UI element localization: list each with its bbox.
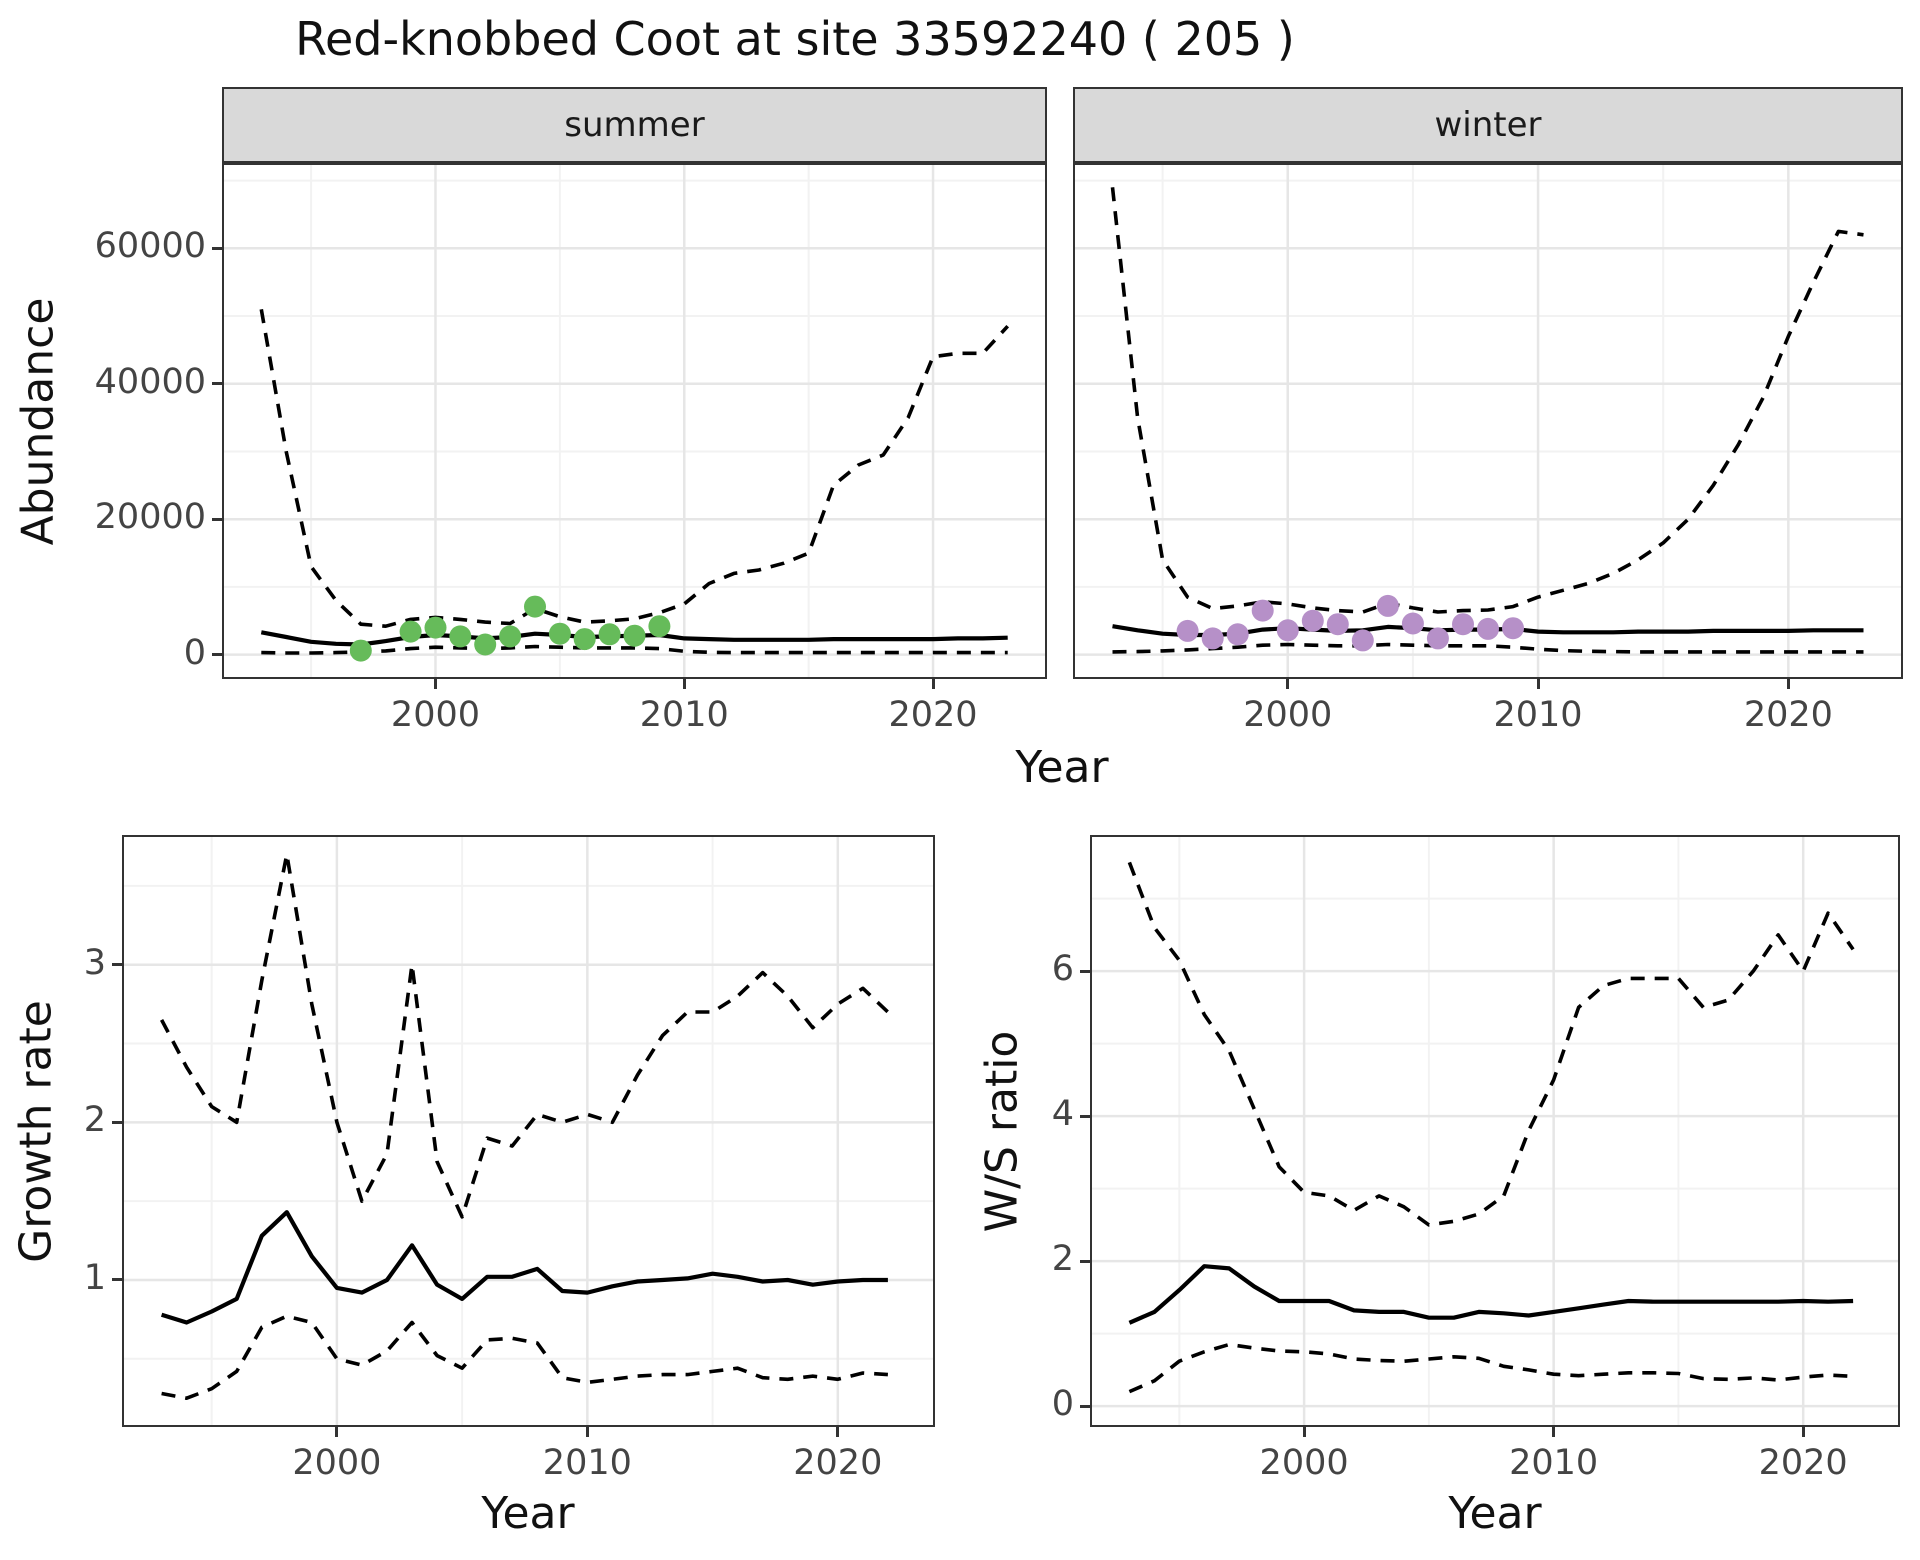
data-point-observed-counts-summer [648, 615, 671, 638]
y-tick-label: 20000 [94, 497, 206, 538]
y-tick-mark [212, 517, 222, 521]
facet-strip-summer-label: summer [564, 105, 705, 145]
data-point-observed-counts-summer [449, 625, 472, 648]
facet-strip-winter-label: winter [1434, 105, 1542, 145]
x-tick-mark [1552, 1427, 1556, 1437]
data-point-observed-counts-winter [1426, 627, 1449, 650]
chart-title: Red-knobbed Coot at site 33592240 ( 205 … [295, 12, 1295, 66]
x-tick-label: 2020 [888, 695, 978, 735]
y-tick-label: 60000 [94, 226, 206, 267]
x-tick-label: 2000 [390, 695, 480, 735]
data-point-observed-counts-winter [1201, 627, 1224, 650]
panel-ws-ratio [1090, 835, 1900, 1427]
series-lower_ci [161, 1314, 889, 1401]
y-tick-label: 1 [83, 1257, 106, 1298]
data-point-observed-counts-winter [1326, 613, 1349, 636]
panel-abundance-summer [222, 163, 1047, 679]
y-tick-mark [212, 653, 222, 657]
data-point-observed-counts-winter [1401, 612, 1424, 635]
x-tick-label: 2020 [1758, 1443, 1848, 1483]
x-axis-title-year-growth: Year [481, 1488, 575, 1539]
series-upper_ci [1127, 861, 1855, 1227]
y-tick-label: 3 [83, 942, 106, 983]
series-lower_ci [261, 644, 1008, 655]
x-axis-title-year-top: Year [1015, 742, 1109, 793]
x-tick-mark [931, 679, 935, 689]
data-point-observed-counts-summer [474, 633, 497, 656]
x-tick-label: 2000 [1259, 1443, 1349, 1483]
data-point-observed-counts-summer [349, 639, 372, 662]
data-point-observed-counts-winter [1226, 623, 1249, 646]
x-tick-mark [1801, 1427, 1805, 1437]
x-tick-label: 2000 [1243, 695, 1333, 735]
x-tick-label: 2010 [542, 1443, 632, 1483]
x-tick-mark [585, 1427, 589, 1437]
series-lower_ci [1112, 642, 1864, 654]
data-point-observed-counts-winter [1351, 629, 1374, 652]
y-tick-mark [112, 963, 122, 967]
data-point-observed-counts-summer [573, 628, 596, 651]
chart-canvas-abundance-summer [224, 165, 1045, 677]
chart-canvas-growth-rate [124, 837, 933, 1425]
y-tick-label: 0 [1051, 1384, 1074, 1425]
x-tick-mark [1286, 679, 1290, 689]
data-point-observed-counts-summer [399, 620, 422, 643]
x-tick-mark [836, 1427, 840, 1437]
x-tick-mark [335, 1427, 339, 1437]
y-tick-mark [1080, 1114, 1090, 1118]
y-tick-mark [1080, 969, 1090, 973]
data-point-observed-counts-winter [1452, 613, 1474, 636]
series-upper_ci [1110, 187, 1864, 614]
y-tick-mark [1080, 1259, 1090, 1263]
data-point-observed-counts-summer [524, 595, 546, 618]
y-tick-mark [112, 1120, 122, 1124]
data-point-observed-counts-summer [548, 622, 571, 645]
data-point-observed-counts-winter [1276, 619, 1299, 642]
chart-canvas-ws-ratio [1092, 837, 1898, 1425]
x-tick-mark [1786, 679, 1790, 689]
y-tick-label: 0 [183, 632, 206, 673]
data-point-observed-counts-winter [1176, 619, 1199, 642]
x-tick-label: 2000 [292, 1443, 382, 1483]
series-lower_ci [1128, 1342, 1854, 1394]
data-point-observed-counts-winter [1251, 599, 1274, 622]
series-median [160, 1210, 888, 1325]
y-tick-label: 2 [83, 1100, 106, 1141]
panel-growth-rate [122, 835, 935, 1427]
data-point-observed-counts-summer [499, 625, 522, 648]
x-tick-label: 2010 [1509, 1443, 1599, 1483]
series-upper_ci [160, 852, 890, 1219]
x-tick-label: 2010 [639, 695, 729, 735]
data-point-observed-counts-summer [623, 624, 646, 647]
y-tick-label: 6 [1051, 949, 1074, 990]
y-tick-label: 2 [1051, 1239, 1074, 1280]
y-tick-label: 40000 [94, 361, 206, 402]
x-tick-mark [433, 679, 437, 689]
data-point-observed-counts-summer [424, 616, 447, 639]
chart-canvas-abundance-winter [1075, 165, 1901, 677]
y-tick-mark [212, 246, 222, 250]
data-point-observed-counts-winter [1477, 617, 1499, 640]
x-tick-label: 2010 [1493, 695, 1583, 735]
facet-strip-summer: summer [222, 87, 1047, 163]
x-tick-label: 2020 [793, 1443, 883, 1483]
y-tick-mark [112, 1278, 122, 1282]
y-tick-mark [1080, 1404, 1090, 1408]
x-tick-label: 2020 [1743, 695, 1833, 735]
series-median [1128, 1264, 1854, 1325]
data-point-observed-counts-summer [598, 623, 621, 646]
x-tick-mark [1536, 679, 1540, 689]
y-tick-mark [212, 382, 222, 386]
x-tick-mark [1302, 1427, 1306, 1437]
facet-strip-winter: winter [1073, 87, 1903, 163]
y-tick-label: 4 [1051, 1094, 1074, 1135]
x-tick-mark [682, 679, 686, 689]
data-point-observed-counts-winter [1301, 609, 1324, 632]
series-upper_ci [259, 308, 1010, 629]
x-axis-title-year-ws: Year [1448, 1488, 1542, 1539]
panel-abundance-winter [1073, 163, 1903, 679]
data-point-observed-counts-winter [1376, 594, 1399, 617]
data-point-observed-counts-winter [1502, 617, 1524, 640]
